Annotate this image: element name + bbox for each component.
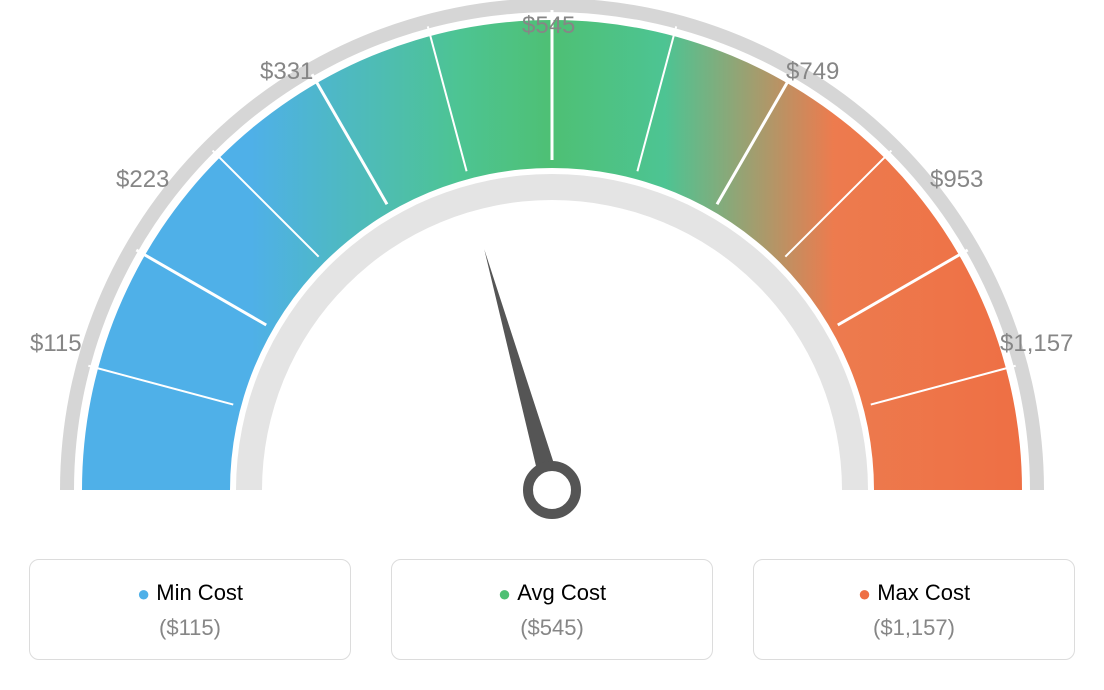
legend-max: ●Max Cost ($1,157) [753, 559, 1075, 660]
dot-icon: ● [498, 581, 511, 606]
legend-avg-value: ($545) [402, 615, 702, 641]
legend-min-title: ●Min Cost [40, 580, 340, 607]
legend-row: ●Min Cost ($115) ●Avg Cost ($545) ●Max C… [0, 559, 1104, 660]
legend-avg-title: ●Avg Cost [402, 580, 702, 607]
gauge-area: $115 $223 $331 $545 $749 $953 $1,157 [0, 0, 1104, 560]
dot-icon: ● [858, 581, 871, 606]
legend-max-label: Max Cost [877, 580, 970, 605]
legend-max-title: ●Max Cost [764, 580, 1064, 607]
legend-min-value: ($115) [40, 615, 340, 641]
legend-min: ●Min Cost ($115) [29, 559, 351, 660]
legend-max-value: ($1,157) [764, 615, 1064, 641]
gauge-tick-label: $545 [522, 12, 575, 40]
legend-avg-label: Avg Cost [517, 580, 606, 605]
legend-avg: ●Avg Cost ($545) [391, 559, 713, 660]
gauge-tick-label: $953 [930, 166, 983, 194]
legend-min-label: Min Cost [156, 580, 243, 605]
gauge-svg [0, 0, 1104, 560]
gauge-tick-label: $115 [30, 330, 82, 358]
gauge-tick-label: $331 [260, 58, 313, 86]
dot-icon: ● [137, 581, 150, 606]
gauge-tick-label: $749 [786, 58, 839, 86]
gauge-tick-label: $223 [116, 166, 169, 194]
gauge-tick-label: $1,157 [1000, 330, 1073, 358]
cost-gauge-chart: $115$223$331$545$749$953$1,157 ●Min Cost… [0, 0, 1104, 690]
